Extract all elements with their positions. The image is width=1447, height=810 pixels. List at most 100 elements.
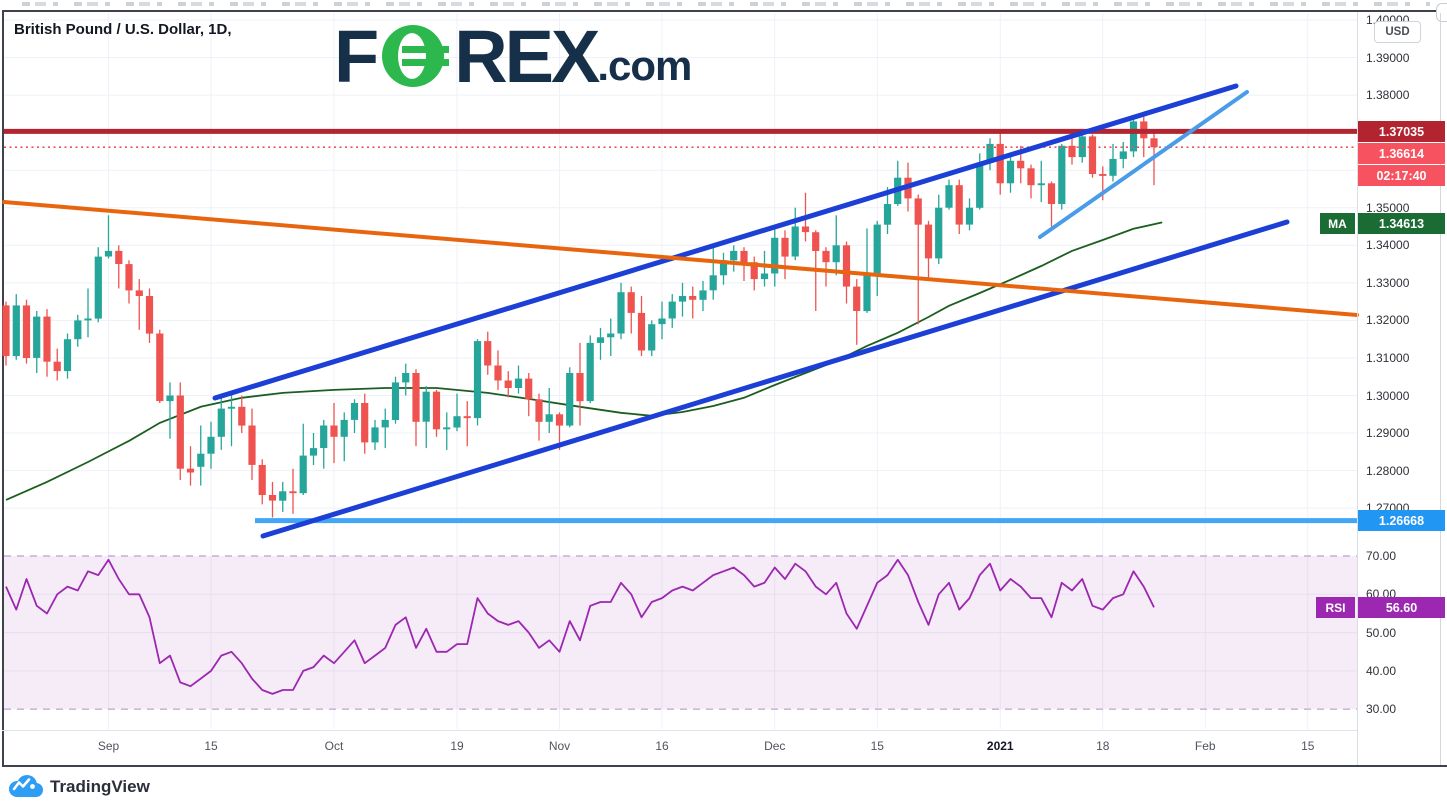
candle-body[interactable]	[924, 224, 933, 259]
candle-body[interactable]	[996, 143, 1004, 184]
candle-body[interactable]	[156, 333, 164, 402]
rsi-line[interactable]	[5, 558, 1155, 695]
candle-body[interactable]	[781, 237, 789, 257]
candle-body[interactable]	[607, 333, 615, 338]
candle-body[interactable]	[955, 185, 963, 225]
currency-toggle-button[interactable]: USD	[1374, 21, 1421, 43]
candle-body[interactable]	[586, 342, 594, 402]
top-right-button-fragment[interactable]	[1436, 3, 1447, 22]
resistance-price-label[interactable]: 1.37035	[1358, 121, 1445, 142]
candle-body[interactable]	[576, 373, 584, 402]
symbol-title[interactable]: British Pound / U.S. Dollar, 1D,	[14, 21, 232, 38]
candle-body[interactable]	[525, 378, 533, 400]
candle-body[interactable]	[463, 416, 471, 419]
candle-body[interactable]	[125, 264, 133, 291]
candle-body[interactable]	[730, 250, 738, 261]
candle-body[interactable]	[320, 425, 328, 449]
candle-body[interactable]	[791, 226, 799, 257]
candle-body[interactable]	[1068, 145, 1076, 158]
candle-body[interactable]	[22, 305, 31, 358]
candle-body[interactable]	[863, 273, 871, 312]
candle-body[interactable]	[340, 419, 348, 437]
candle-body[interactable]	[258, 465, 266, 495]
candle-body[interactable]	[1088, 136, 1097, 174]
candle-body[interactable]	[53, 361, 61, 372]
candle-body[interactable]	[217, 408, 225, 437]
candle-body[interactable]	[555, 414, 564, 426]
candle-body[interactable]	[832, 245, 840, 263]
candle-body[interactable]	[812, 232, 820, 251]
candle-body[interactable]	[1099, 174, 1107, 176]
candle-body[interactable]	[740, 250, 748, 263]
candle-body[interactable]	[412, 373, 420, 422]
candle-body[interactable]	[176, 395, 184, 469]
candle-body[interactable]	[535, 399, 543, 422]
candle-body[interactable]	[279, 491, 287, 501]
candle-body[interactable]	[422, 391, 430, 422]
candle-body[interactable]	[965, 207, 974, 225]
candle-body[interactable]	[699, 290, 707, 300]
candle-body[interactable]	[648, 324, 656, 351]
candle-body[interactable]	[145, 296, 154, 334]
candle-body[interactable]	[1058, 145, 1066, 204]
candle-body[interactable]	[12, 305, 20, 357]
candle-body[interactable]	[94, 256, 102, 319]
candle-body[interactable]	[309, 448, 318, 456]
candle-body[interactable]	[719, 260, 728, 276]
candle-body[interactable]	[709, 275, 717, 291]
candle-body[interactable]	[63, 339, 72, 372]
candle-body[interactable]	[443, 427, 451, 430]
candle-body[interactable]	[104, 250, 113, 257]
tradingview-logo[interactable]: TradingView	[8, 773, 150, 800]
candle-body[interactable]	[514, 378, 523, 388]
candle-body[interactable]	[197, 453, 205, 467]
candle-body[interactable]	[391, 382, 400, 420]
candle-body[interactable]	[617, 292, 625, 334]
candle-body[interactable]	[637, 312, 646, 351]
candle-body[interactable]	[801, 226, 810, 233]
candle-body[interactable]	[84, 318, 92, 321]
candle-body[interactable]	[2, 305, 10, 357]
candle-body[interactable]	[883, 204, 892, 225]
candle-body[interactable]	[935, 207, 943, 259]
candle-body[interactable]	[545, 414, 553, 422]
candle-body[interactable]	[976, 162, 984, 208]
candle-body[interactable]	[668, 301, 676, 319]
candle-body[interactable]	[227, 406, 236, 409]
candles-series[interactable]	[2, 115, 1158, 518]
candle-body[interactable]	[33, 316, 41, 358]
candle-body[interactable]	[268, 495, 277, 501]
candle-body[interactable]	[381, 419, 389, 428]
candle-body[interactable]	[853, 286, 861, 311]
candle-body[interactable]	[330, 425, 338, 437]
candle-body[interactable]	[115, 250, 123, 264]
candle-body[interactable]	[873, 224, 881, 274]
candle-body[interactable]	[771, 237, 779, 274]
candle-body[interactable]	[248, 425, 256, 465]
candle-body[interactable]	[760, 273, 769, 280]
candle-body[interactable]	[504, 380, 512, 389]
candle-body[interactable]	[822, 250, 830, 263]
candle-body[interactable]	[658, 318, 666, 325]
candle-body[interactable]	[402, 373, 410, 383]
candle-body[interactable]	[484, 341, 492, 366]
downtrend[interactable]	[2, 200, 1359, 317]
candle-body[interactable]	[299, 455, 307, 494]
candle-body[interactable]	[494, 365, 502, 381]
candle-body[interactable]	[945, 185, 953, 208]
candle-body[interactable]	[361, 403, 369, 443]
candle-body[interactable]	[1129, 121, 1138, 152]
candle-body[interactable]	[1109, 158, 1117, 176]
candle-body[interactable]	[596, 337, 605, 343]
candle-body[interactable]	[986, 143, 994, 163]
candle-body[interactable]	[186, 468, 195, 473]
candle-body[interactable]	[842, 245, 851, 287]
candle-body[interactable]	[1150, 138, 1158, 148]
candle-body[interactable]	[689, 296, 697, 300]
channel-lower[interactable]	[260, 219, 1290, 539]
candle-body[interactable]	[43, 316, 51, 362]
candle-body[interactable]	[135, 290, 143, 296]
candle-body[interactable]	[1119, 151, 1127, 159]
candle-body[interactable]	[473, 341, 482, 419]
candle-body[interactable]	[371, 427, 379, 443]
